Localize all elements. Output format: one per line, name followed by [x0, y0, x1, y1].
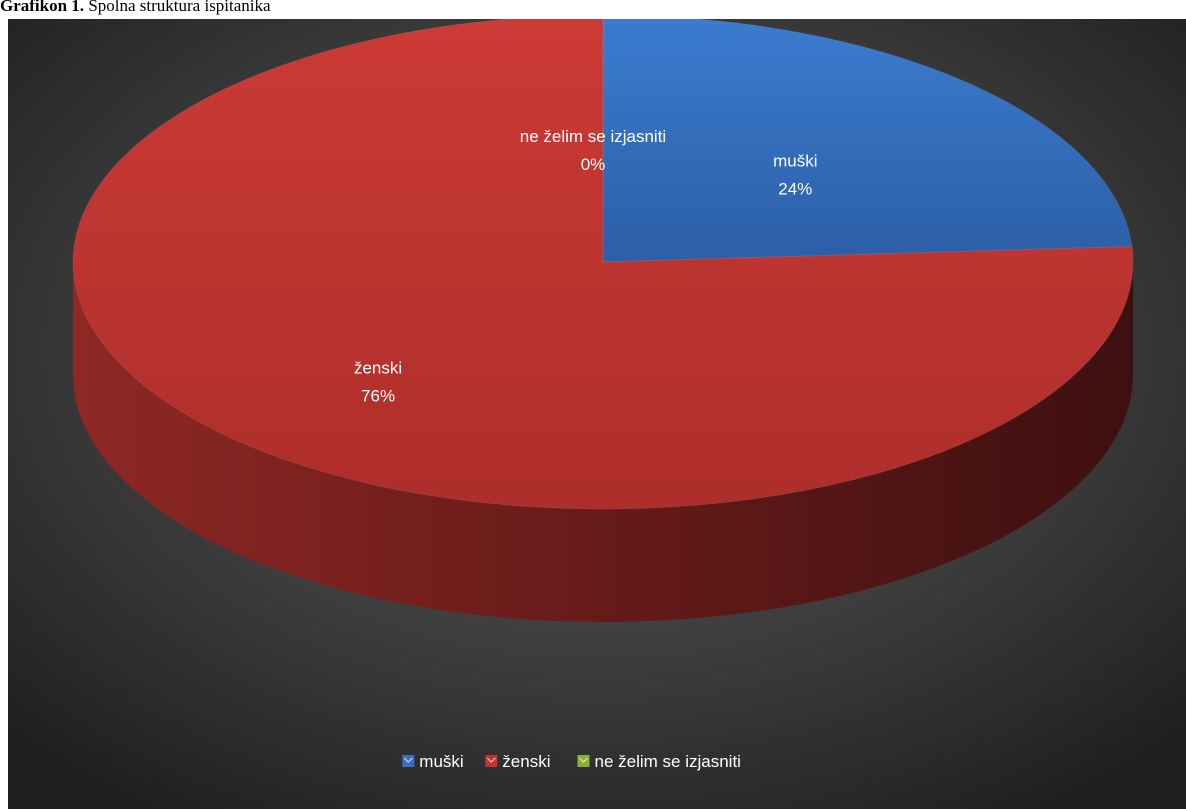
legend-swatch-0	[402, 755, 415, 767]
data-label-category-2: ne želim se izjasniti	[520, 127, 666, 146]
pie-chart: muški 24% ženski 76% ne želim se izjasniti 0%…	[8, 19, 1186, 809]
caption-text: Spolna struktura ispitanika	[88, 0, 271, 15]
data-label-category-1: ženski	[354, 359, 402, 378]
data-label-value-1: 76%	[361, 387, 395, 406]
data-label-value-0: 24%	[778, 180, 812, 199]
legend-swatch-mark-1	[486, 757, 496, 763]
legend-swatch-1	[485, 755, 498, 767]
pie-side-1	[73, 262, 1133, 622]
data-label-category-0: muški	[773, 152, 817, 171]
chart-caption: Grafikon 1. Spolna struktura ispitanika	[0, 0, 271, 18]
pie-side-layer	[73, 262, 1133, 622]
legend-swatch-2	[577, 755, 590, 767]
legend-swatch-mark-2	[579, 757, 588, 763]
legend-entry-2: ne želim se izjasniti	[595, 752, 741, 771]
legend-swatch-mark-0	[403, 757, 413, 763]
data-label-value-2: 0%	[581, 155, 606, 174]
caption-prefix: Grafikon 1.	[0, 0, 85, 15]
pie-slice-1	[72, 19, 1134, 510]
pie-slice-0	[602, 19, 1133, 263]
legend: muški ženski ne želim se izjasniti	[402, 752, 741, 771]
data-labels: muški 24% ženski 76% ne želim se izjasniti 0%	[354, 127, 818, 406]
legend-entry-0: muški	[419, 752, 463, 771]
legend-entry-1: ženski	[502, 752, 550, 771]
pie-top-layer	[72, 19, 1134, 510]
chart-area: muški 24% ženski 76% ne želim se izjasniti 0%…	[8, 19, 1186, 809]
